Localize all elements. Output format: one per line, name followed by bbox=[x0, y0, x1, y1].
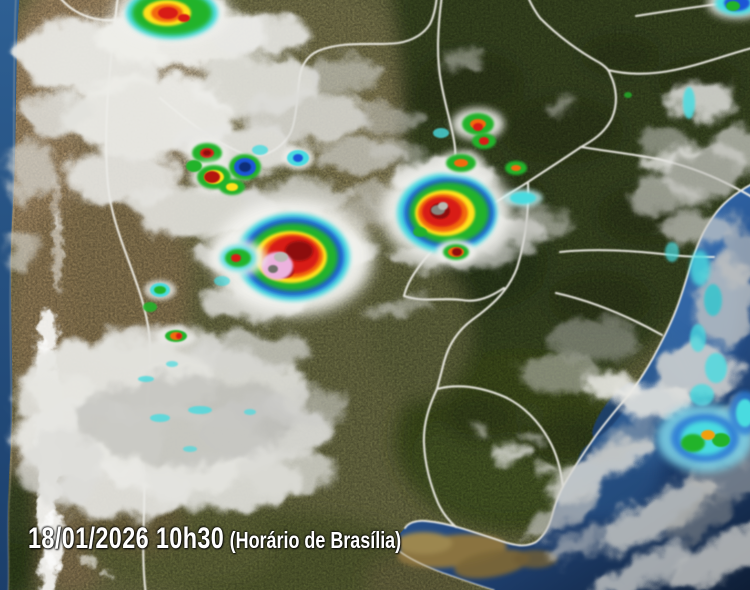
storm-cell bbox=[166, 361, 178, 367]
storm-cell bbox=[505, 161, 527, 175]
storm-cell bbox=[413, 227, 427, 237]
storm-cell bbox=[503, 189, 543, 207]
border-paraguay-east bbox=[528, 0, 617, 149]
storm-cell bbox=[244, 409, 256, 415]
storm-cell bbox=[156, 326, 196, 346]
storm-cell bbox=[452, 108, 504, 140]
storm-cell-ocean-se bbox=[657, 404, 750, 472]
border-brazil-ms bbox=[606, 47, 750, 75]
storm-cell bbox=[436, 240, 476, 264]
border-paraguay-river bbox=[436, 0, 457, 160]
timestamp-text: 18/01/2026 10h30 bbox=[28, 522, 225, 555]
storm-cell bbox=[138, 376, 154, 382]
storm-cell bbox=[188, 406, 212, 414]
border-uruguay-west bbox=[422, 387, 458, 529]
clouds-central-argentina bbox=[12, 326, 350, 518]
storm-cell-ne-corner bbox=[707, 0, 750, 19]
coastline-chile bbox=[7, 0, 17, 590]
timestamp-overlay: 18/01/2026 10h30 (Horário de Brasília) bbox=[28, 522, 401, 555]
storm-cell bbox=[150, 414, 170, 422]
storm-cell bbox=[214, 276, 230, 286]
storm-cell bbox=[690, 384, 714, 406]
storm-cell-north bbox=[114, 0, 230, 43]
rio-de-la-plata bbox=[396, 532, 557, 579]
timezone-label: (Horário de Brasília) bbox=[229, 527, 402, 553]
storm-cell bbox=[705, 353, 727, 383]
storm-cell bbox=[143, 302, 157, 312]
storm-cell bbox=[472, 133, 496, 149]
storm-cell bbox=[729, 391, 750, 435]
storm-cell bbox=[229, 154, 261, 180]
storm-cell bbox=[439, 151, 483, 175]
storm-cell bbox=[433, 128, 449, 138]
storm-cell bbox=[183, 446, 197, 452]
storm-cell bbox=[683, 87, 695, 119]
storm-cell bbox=[704, 284, 722, 316]
storm-cell bbox=[144, 280, 176, 300]
storm-cell bbox=[186, 160, 202, 172]
storm-layer bbox=[114, 0, 750, 472]
storm-cell bbox=[624, 92, 632, 98]
storm-cell bbox=[690, 324, 706, 352]
clouds-scattered-small bbox=[6, 52, 574, 476]
storm-cell bbox=[219, 179, 245, 195]
storm-cell bbox=[185, 139, 229, 167]
storm-cell bbox=[690, 250, 710, 286]
storm-cell-main bbox=[213, 199, 373, 315]
storm-cell bbox=[282, 146, 314, 170]
border-sc-rs bbox=[554, 291, 664, 337]
storm-cell bbox=[252, 145, 268, 155]
storm-cell bbox=[210, 240, 266, 276]
coastline-argentina-south bbox=[398, 550, 495, 590]
border-uruguay-north bbox=[435, 385, 565, 489]
storm-cell bbox=[665, 242, 679, 262]
